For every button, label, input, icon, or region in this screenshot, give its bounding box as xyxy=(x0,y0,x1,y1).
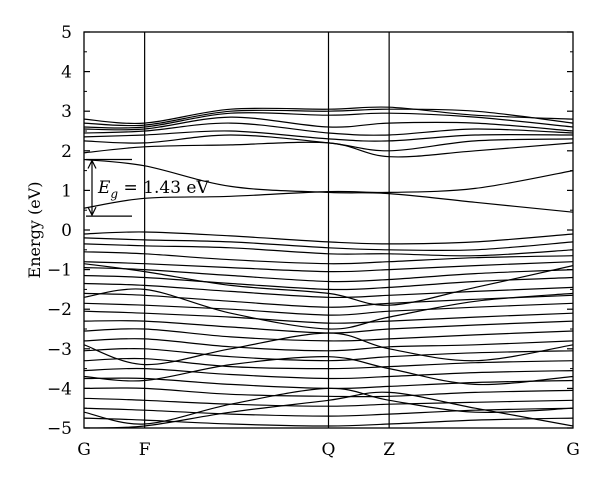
band-gap-label: Eg = 1.43 eV xyxy=(97,178,209,201)
band-gap-annotation: Eg = 1.43 eV xyxy=(86,158,209,217)
gap-arrow-head-down xyxy=(87,206,97,217)
x-tick-label-z-3: Z xyxy=(383,440,395,460)
y-ticks: 5 4 3 2 1 0 −1 −2 −3 −4 −5 xyxy=(47,23,573,439)
gap-arrow-head-up xyxy=(87,159,97,169)
y-tick-label: 1 xyxy=(61,181,72,201)
x-tick-label-f-1: F xyxy=(139,440,151,460)
y-tick-label: −4 xyxy=(47,379,72,399)
x-tick-label-g-0: G xyxy=(77,440,91,460)
y-axis-label: Energy (eV) xyxy=(25,182,44,279)
y-tick-label: 0 xyxy=(61,221,72,241)
y-tick-label: −3 xyxy=(47,340,72,360)
y-tick-label: 3 xyxy=(61,102,72,122)
k-point-lines xyxy=(144,32,390,428)
y-tick-label: 5 xyxy=(61,23,72,43)
y-tick-label: 4 xyxy=(61,63,72,83)
y-tick-label: −5 xyxy=(47,419,72,439)
x-tick-label-q-2: Q xyxy=(322,440,336,460)
y-tick-label: −1 xyxy=(47,261,72,281)
y-tick-label: 2 xyxy=(61,142,72,162)
y-tick-label: −2 xyxy=(47,300,72,320)
x-tick-label-g-4: G xyxy=(566,440,580,460)
